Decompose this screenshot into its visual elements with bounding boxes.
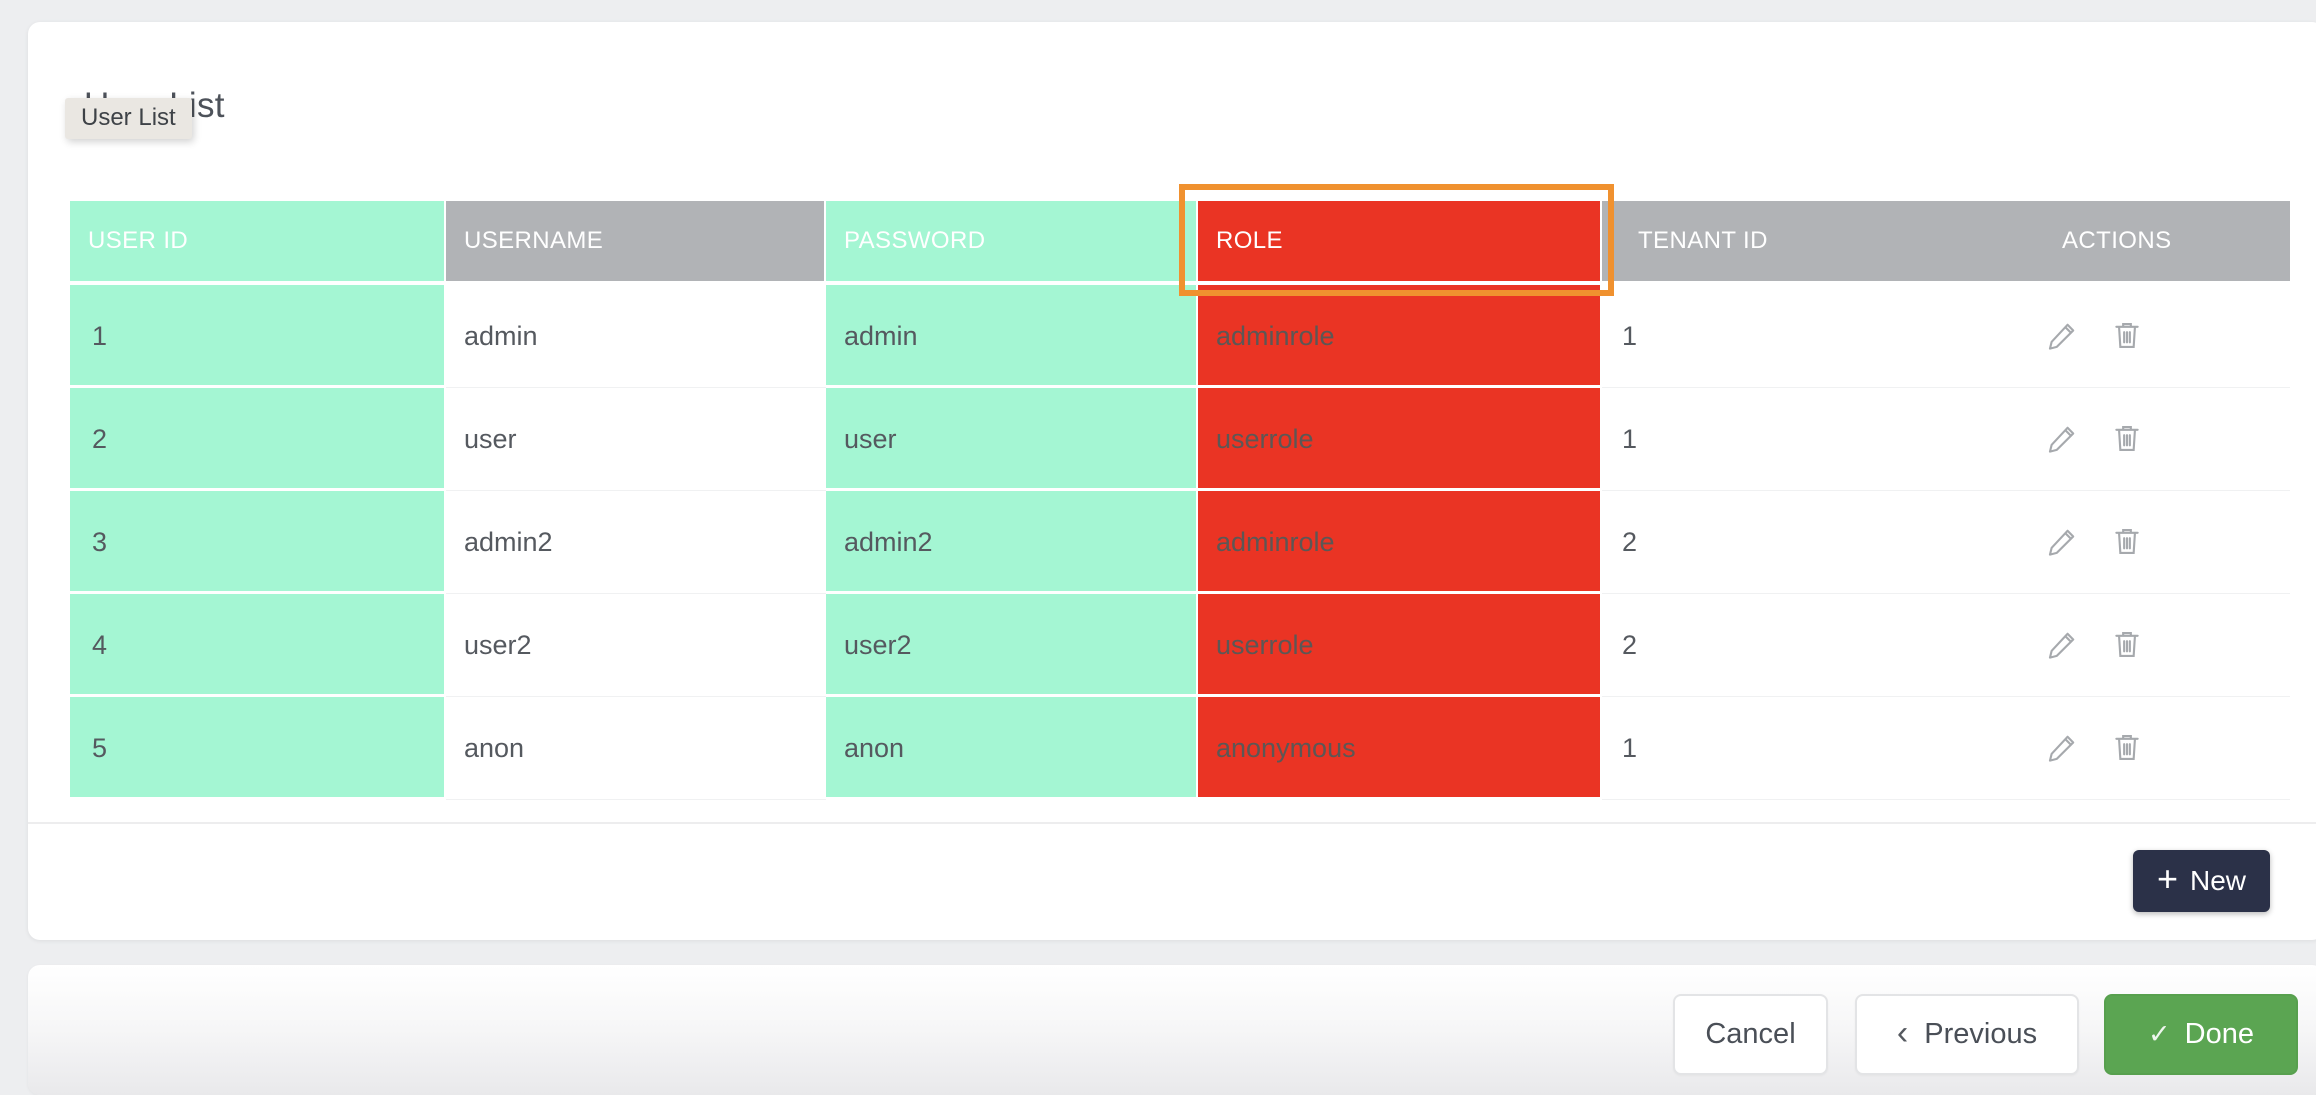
cell-role: adminrole — [1198, 285, 1602, 388]
table-header-row: USER ID USERNAME PASSWORD ROLE TENANT ID… — [70, 201, 2290, 281]
pencil-icon — [2046, 627, 2080, 664]
done-button-label: Done — [2184, 1018, 2254, 1050]
cell-tenant-id: 1 — [1602, 388, 1990, 491]
cell-actions — [1990, 388, 2290, 491]
done-button[interactable]: ✓ Done — [2104, 994, 2298, 1075]
edit-button[interactable] — [2045, 525, 2081, 561]
cell-tenant-id: 1 — [1602, 285, 1990, 388]
cell-username: admin2 — [446, 491, 826, 594]
cancel-button[interactable]: Cancel — [1673, 994, 1828, 1075]
cell-role: anonymous — [1198, 697, 1602, 800]
column-header-user-id[interactable]: USER ID — [70, 201, 446, 281]
edit-button[interactable] — [2045, 319, 2081, 355]
plus-icon: + — [2156, 858, 2178, 899]
trash-icon — [2110, 421, 2144, 458]
cell-role: adminrole — [1198, 491, 1602, 594]
pencil-icon — [2046, 524, 2080, 561]
cell-tenant-id: 2 — [1602, 594, 1990, 697]
cell-user-id: 1 — [70, 285, 446, 388]
cell-username: user2 — [446, 594, 826, 697]
delete-button[interactable] — [2109, 731, 2145, 767]
cancel-button-label: Cancel — [1705, 1018, 1796, 1050]
column-header-username[interactable]: USERNAME — [446, 201, 826, 281]
edit-button[interactable] — [2045, 731, 2081, 767]
cell-username: anon — [446, 697, 826, 800]
cell-password: user — [826, 388, 1198, 491]
cell-user-id: 4 — [70, 594, 446, 697]
edit-button[interactable] — [2045, 628, 2081, 664]
chevron-left-icon: ‹ — [1896, 1013, 1909, 1052]
delete-button[interactable] — [2109, 628, 2145, 664]
trash-icon — [2110, 730, 2144, 767]
cell-actions — [1990, 491, 2290, 594]
user-list-tooltip: User List — [65, 98, 192, 139]
delete-button[interactable] — [2109, 422, 2145, 458]
pencil-icon — [2046, 318, 2080, 355]
table-row: 1 admin admin adminrole 1 — [70, 285, 2290, 388]
table-row: 5 anon anon anonymous 1 — [70, 697, 2290, 800]
cell-username: admin — [446, 285, 826, 388]
cell-tenant-id: 2 — [1602, 491, 1990, 594]
table-row: 2 user user userrole 1 — [70, 388, 2290, 491]
delete-button[interactable] — [2109, 319, 2145, 355]
user-table: USER ID USERNAME PASSWORD ROLE TENANT ID… — [70, 201, 2290, 800]
trash-icon — [2110, 627, 2144, 664]
previous-button[interactable]: ‹ Previous — [1855, 994, 2079, 1075]
cell-role: userrole — [1198, 594, 1602, 697]
edit-button[interactable] — [2045, 422, 2081, 458]
cell-password: user2 — [826, 594, 1198, 697]
table-row: 3 admin2 admin2 adminrole 2 — [70, 491, 2290, 594]
cell-actions — [1990, 285, 2290, 388]
cell-user-id: 3 — [70, 491, 446, 594]
cell-username: user — [446, 388, 826, 491]
column-header-tenant-id[interactable]: TENANT ID — [1602, 201, 1990, 281]
user-list-card: User List User List USER ID USERNAME PAS… — [28, 22, 2316, 940]
divider — [28, 822, 2316, 824]
check-icon: ✓ — [2148, 1019, 2171, 1049]
new-button[interactable]: + New — [2133, 850, 2270, 912]
cell-password: anon — [826, 697, 1198, 800]
cell-user-id: 2 — [70, 388, 446, 491]
cell-actions — [1990, 594, 2290, 697]
previous-button-label: Previous — [1924, 1018, 2038, 1050]
cell-password: admin — [826, 285, 1198, 388]
column-header-role[interactable]: ROLE — [1198, 201, 1602, 281]
new-button-label: New — [2190, 865, 2247, 896]
pencil-icon — [2046, 730, 2080, 767]
table-row: 4 user2 user2 userrole 2 — [70, 594, 2290, 697]
trash-icon — [2110, 524, 2144, 561]
delete-button[interactable] — [2109, 525, 2145, 561]
cell-password: admin2 — [826, 491, 1198, 594]
pencil-icon — [2046, 421, 2080, 458]
trash-icon — [2110, 318, 2144, 355]
column-header-password[interactable]: PASSWORD — [826, 201, 1198, 281]
wizard-footer-bar: Cancel ‹ Previous ✓ Done — [28, 965, 2316, 1095]
column-header-actions: ACTIONS — [1990, 201, 2290, 281]
cell-user-id: 5 — [70, 697, 446, 800]
cell-actions — [1990, 697, 2290, 800]
cell-tenant-id: 1 — [1602, 697, 1990, 800]
cell-role: userrole — [1198, 388, 1602, 491]
